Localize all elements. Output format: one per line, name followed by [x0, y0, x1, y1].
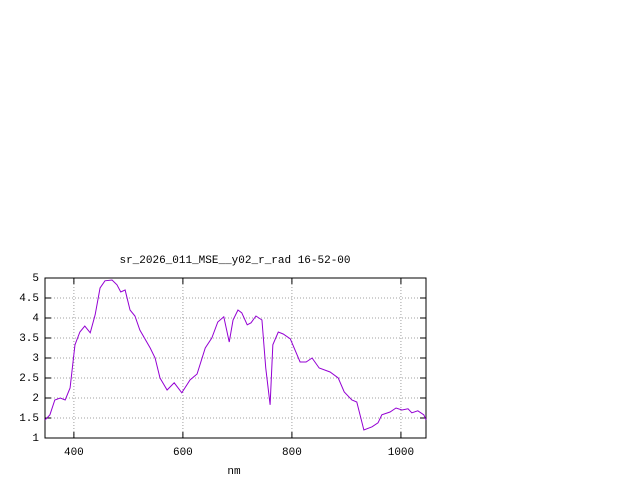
chart-title: sr_2026_011_MSE__y02_r_rad 16-52-00	[119, 255, 350, 267]
y-tick-label: 3	[32, 353, 39, 365]
x-tick-label: 600	[173, 447, 193, 459]
y-tick-label: 1	[32, 433, 39, 445]
x-tick-label: 1000	[388, 447, 414, 459]
x-axis-label: nm	[227, 466, 241, 478]
y-tick-label: 4	[32, 313, 39, 325]
y-tick-label: 3.5	[19, 333, 39, 345]
y-tick-label: 4.5	[19, 293, 39, 305]
y-tick-label: 2	[32, 393, 39, 405]
plot-frame	[44, 277, 427, 439]
x-tick-label: 400	[64, 447, 84, 459]
y-tick-label: 2.5	[19, 373, 39, 385]
y-tick-label: 5	[32, 273, 39, 285]
y-tick-label: 1.5	[19, 413, 39, 425]
data-line	[44, 279, 427, 431]
x-tick-label: 800	[282, 447, 302, 459]
